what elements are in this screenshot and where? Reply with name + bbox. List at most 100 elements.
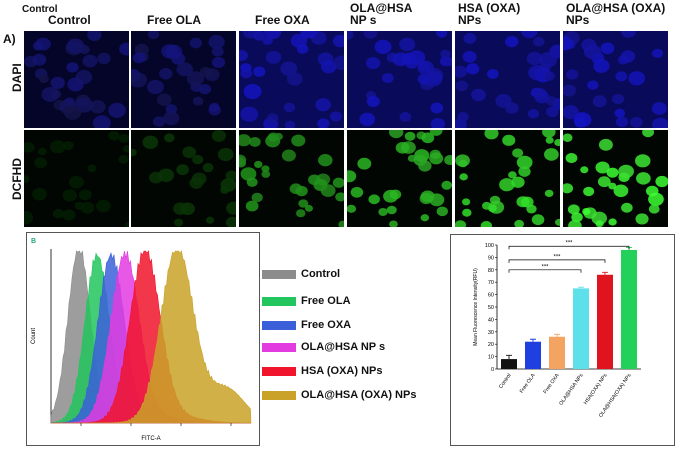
cell-field <box>24 31 129 128</box>
significance-bracket <box>508 259 606 263</box>
significance-label: *** <box>565 241 573 247</box>
legend-label: HSA (OXA) NPs <box>301 365 383 377</box>
dcfhd-image <box>455 130 560 227</box>
dapi-image <box>131 31 236 128</box>
bar-category-label: HSA(OXA) NPs <box>583 372 609 406</box>
hist-y-label: Count <box>31 328 37 344</box>
dcfhd-image <box>347 130 452 227</box>
column-title: HSA (OXA) NPs <box>458 2 520 26</box>
error-bar <box>602 271 608 275</box>
column-title-line: NP s <box>350 13 377 27</box>
bar <box>501 359 517 369</box>
bar <box>621 249 637 369</box>
legend-item: HSA (OXA) NPs <box>262 365 383 377</box>
panel-b-corner-label: B <box>31 238 36 245</box>
legend-swatch <box>262 297 296 306</box>
significance-label: *** <box>553 254 561 260</box>
legend-swatch <box>262 391 296 400</box>
significance-label: *** <box>541 264 549 270</box>
bar-y-tick-label: 60 <box>488 293 494 299</box>
error-bar <box>530 338 536 342</box>
column-title-line: HSA (OXA) <box>458 1 521 15</box>
column-title: Free OLA <box>147 14 201 26</box>
legend-item: OLA@HSA (OXA) NPs <box>262 389 416 401</box>
cell-field <box>24 130 129 227</box>
dcfhd-image <box>239 130 344 227</box>
bar <box>549 336 565 369</box>
row-label-dapi: DAPI <box>10 63 24 92</box>
legend-label: OLA@HSA NP s <box>301 341 386 353</box>
column-title-line: NPs <box>566 13 590 27</box>
column-title-line: OLA@HSA (OXA) <box>566 1 666 15</box>
cell-field <box>563 130 668 227</box>
cell-field <box>239 31 344 128</box>
bar-chart: 0 10 20 30 40 50 60 70 80 90 100 Mean Fluorescence … <box>473 241 641 419</box>
legend-swatch <box>262 367 296 376</box>
column-title-line: Free OLA <box>147 13 202 27</box>
bar-y-tick-label: 80 <box>488 268 494 274</box>
row-label-dcfhd: DCFHD <box>10 158 24 200</box>
bar-category-label: Free OXA <box>542 372 560 395</box>
legend-label: Control <box>301 268 341 280</box>
legend-swatch <box>262 321 296 330</box>
cell-field <box>563 31 668 128</box>
cell-field <box>131 31 236 128</box>
legend-swatch <box>262 343 296 352</box>
significance-bracket <box>508 245 630 250</box>
bar-category-label: Free OLA <box>519 372 537 394</box>
column-title-line: OLA@HSA <box>350 1 413 15</box>
cell-field <box>239 130 344 227</box>
column-title: Control <box>48 14 91 26</box>
bar <box>525 341 541 369</box>
column-title: OLA@HSA (OXA) NPs <box>566 2 665 26</box>
error-bar <box>578 286 584 289</box>
column-title-line: Control <box>48 13 91 27</box>
dapi-image <box>455 31 560 128</box>
bar-y-tick-label: 40 <box>488 317 494 323</box>
legend-label: Free OXA <box>301 319 352 331</box>
bar <box>597 274 613 369</box>
dcfhd-image <box>563 130 668 227</box>
error-bar <box>506 354 512 360</box>
hist-x-label: FITC-A <box>141 436 160 442</box>
column-title-line: Free OXA <box>255 13 310 27</box>
bar-y-tick-label: 30 <box>488 330 494 336</box>
column-title: OLA@HSA NP s <box>350 2 412 26</box>
bar-y-tick-label: 10 <box>488 355 494 361</box>
column-title: Free OXA <box>255 14 310 26</box>
significance-bracket <box>508 269 582 273</box>
dcfhd-image <box>131 130 236 227</box>
bar-category-label: Control <box>498 373 513 390</box>
cell-field <box>131 130 236 227</box>
bar-y-tick-label: 50 <box>488 305 494 311</box>
cell-field <box>455 31 560 128</box>
bar-category-label: OLA@HSA NPs <box>558 372 585 406</box>
bar-y-tick-label: 0 <box>491 367 494 373</box>
dcfhd-image <box>24 130 129 227</box>
cell-field <box>347 31 452 128</box>
error-bar <box>554 333 560 337</box>
panel-a-label: A) <box>3 32 16 46</box>
histogram-panel: B FITC-A Count <box>26 232 260 446</box>
histogram-curve <box>51 250 252 424</box>
legend-label: OLA@HSA (OXA) NPs <box>301 389 417 401</box>
bar-y-tick-label: 90 <box>488 255 494 261</box>
dapi-image <box>24 31 129 128</box>
bar-y-tick-label: 20 <box>488 342 494 348</box>
column-title-line: NPs <box>458 13 482 27</box>
cell-field <box>455 130 560 227</box>
dapi-image <box>563 31 668 128</box>
legend-item: Free OXA <box>262 319 351 331</box>
legend-item: Free OLA <box>262 295 351 307</box>
legend-label: Free OLA <box>301 295 351 307</box>
corner-label: Control <box>22 4 58 15</box>
bar-y-label: Mean Fluorescence Intensity(RFU) <box>473 268 479 346</box>
dapi-image <box>347 31 452 128</box>
dapi-image <box>239 31 344 128</box>
cell-field <box>347 130 452 227</box>
bar-y-tick-label: 70 <box>488 280 494 286</box>
legend-swatch <box>262 270 296 279</box>
bar-chart-panel: 0 10 20 30 40 50 60 70 80 90 100 Mean Fluorescence … <box>450 234 675 446</box>
histogram-chart: B FITC-A Count <box>31 238 252 442</box>
bar-y-tick-label: 100 <box>485 243 494 249</box>
